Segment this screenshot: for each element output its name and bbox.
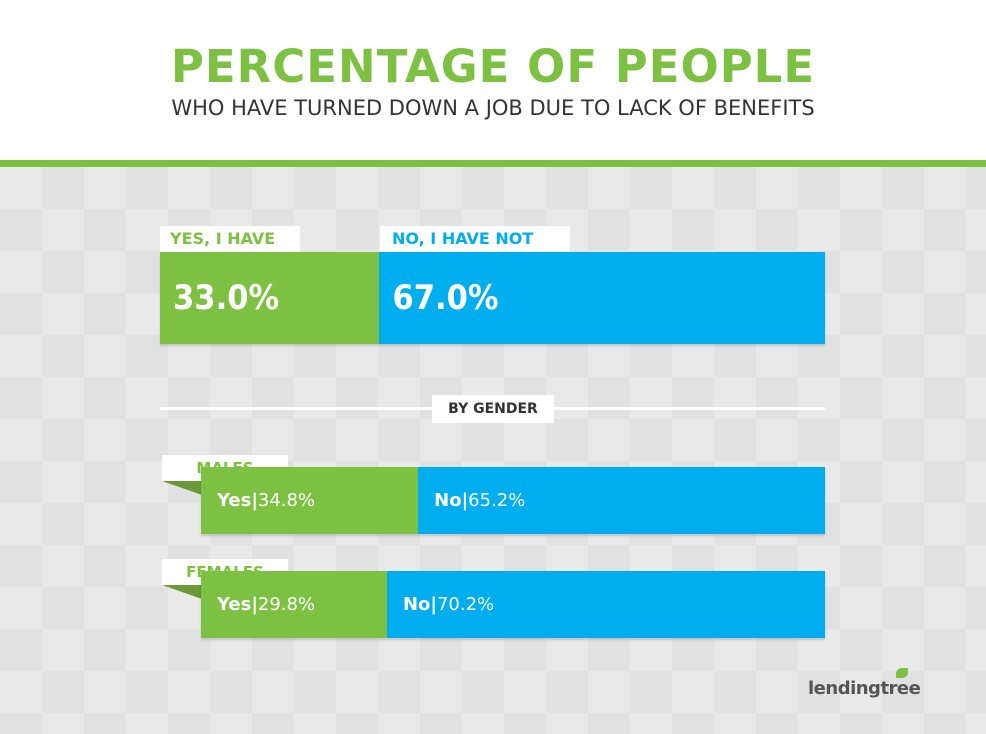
males-bar: Yes | 34.8% No | 65.2% [201,467,825,534]
females-yes-bar: Yes | 29.8% [201,571,387,638]
females-no-value: 70.2% [436,594,495,615]
chart-subtitle: WHO HAVE TURNED DOWN A JOB DUE TO LACK O… [171,96,815,120]
females-yes-key: Yes [217,594,252,615]
females-yes-value: 29.8% [257,594,316,615]
overall-bar: 33.0% 67.0% [160,252,825,344]
section-label: BY GENDER [432,395,554,423]
legend-yes: YES, I HAVE [160,226,300,252]
females-no-key: No [402,594,431,615]
males-no-value: 65.2% [468,490,526,511]
females-tab-fold [162,585,202,599]
males-yes-bar: Yes | 34.8% [201,467,419,534]
females-no-bar: No | 70.2% [386,571,825,638]
header-divider [0,160,986,167]
males-yes-value: 34.8% [257,490,316,511]
leaf-icon [896,668,908,678]
overall-no-bar: 67.0% [379,252,825,344]
males-no-key: No [434,490,462,511]
overall-yes-bar: 33.0% [160,252,380,344]
males-no-bar: No | 65.2% [418,467,825,534]
females-bar: Yes | 29.8% No | 70.2% [201,571,825,638]
overall-yes-value: 33.0% [173,278,280,318]
chart-title: PERCENTAGE OF PEOPLE [170,40,816,93]
overall-no-value: 67.0% [392,278,499,318]
logo-text: lendingtree [808,678,921,699]
males-yes-key: Yes [217,490,252,511]
lendingtree-logo: lendingtree [808,668,936,704]
males-tab-fold [162,481,202,495]
header: PERCENTAGE OF PEOPLE WHO HAVE TURNED DOW… [0,0,986,160]
legend-no: NO, I HAVE NOT [380,226,570,252]
